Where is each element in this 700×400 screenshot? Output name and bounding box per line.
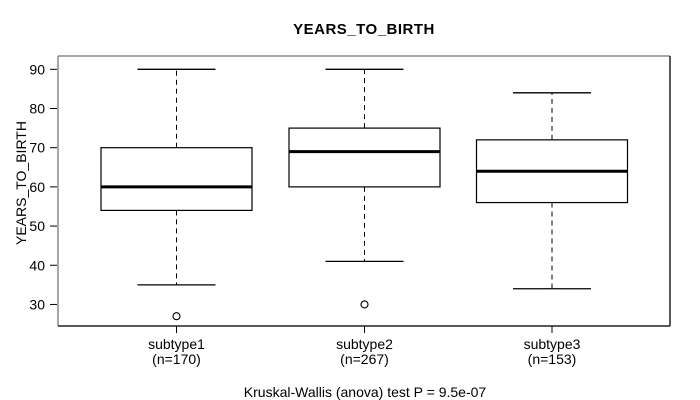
x-category-name: subtype1 <box>148 336 205 352</box>
y-tick-label-80: 80 <box>29 101 45 117</box>
y-tick-label-90: 90 <box>29 61 45 77</box>
outlier-point-subtype2-0 <box>360 300 369 309</box>
chart-title: YEARS_TO_BIRTH <box>293 21 435 38</box>
y-tick-label-60: 60 <box>29 179 45 195</box>
iqr-box-subtype2 <box>288 127 441 188</box>
x-category-label-subtype2: subtype2 (n=267) <box>285 337 445 367</box>
kruskal-wallis-caption: Kruskal-Wallis (anova) test P = 9.5e-07 <box>243 384 487 400</box>
y-axis-label: YEARS_TO_BIRTH <box>13 121 29 245</box>
x-category-count: (n=153) <box>527 351 577 367</box>
iqr-box-subtype1 <box>100 147 253 211</box>
y-tick-label-50: 50 <box>29 218 45 234</box>
x-category-count: (n=267) <box>340 351 389 367</box>
x-category-name: subtype2 <box>336 336 393 352</box>
x-category-count: (n=170) <box>152 351 201 367</box>
y-tick-label-30: 30 <box>29 296 45 312</box>
outlier-point-subtype1-0 <box>172 312 181 321</box>
y-tick-label-40: 40 <box>29 257 45 273</box>
x-category-label-subtype1: subtype1 (n=170) <box>97 337 257 367</box>
x-category-label-subtype3: subtype3 (n=153) <box>472 337 632 367</box>
y-tick-label-70: 70 <box>29 140 45 156</box>
x-category-name: subtype3 <box>523 336 581 352</box>
